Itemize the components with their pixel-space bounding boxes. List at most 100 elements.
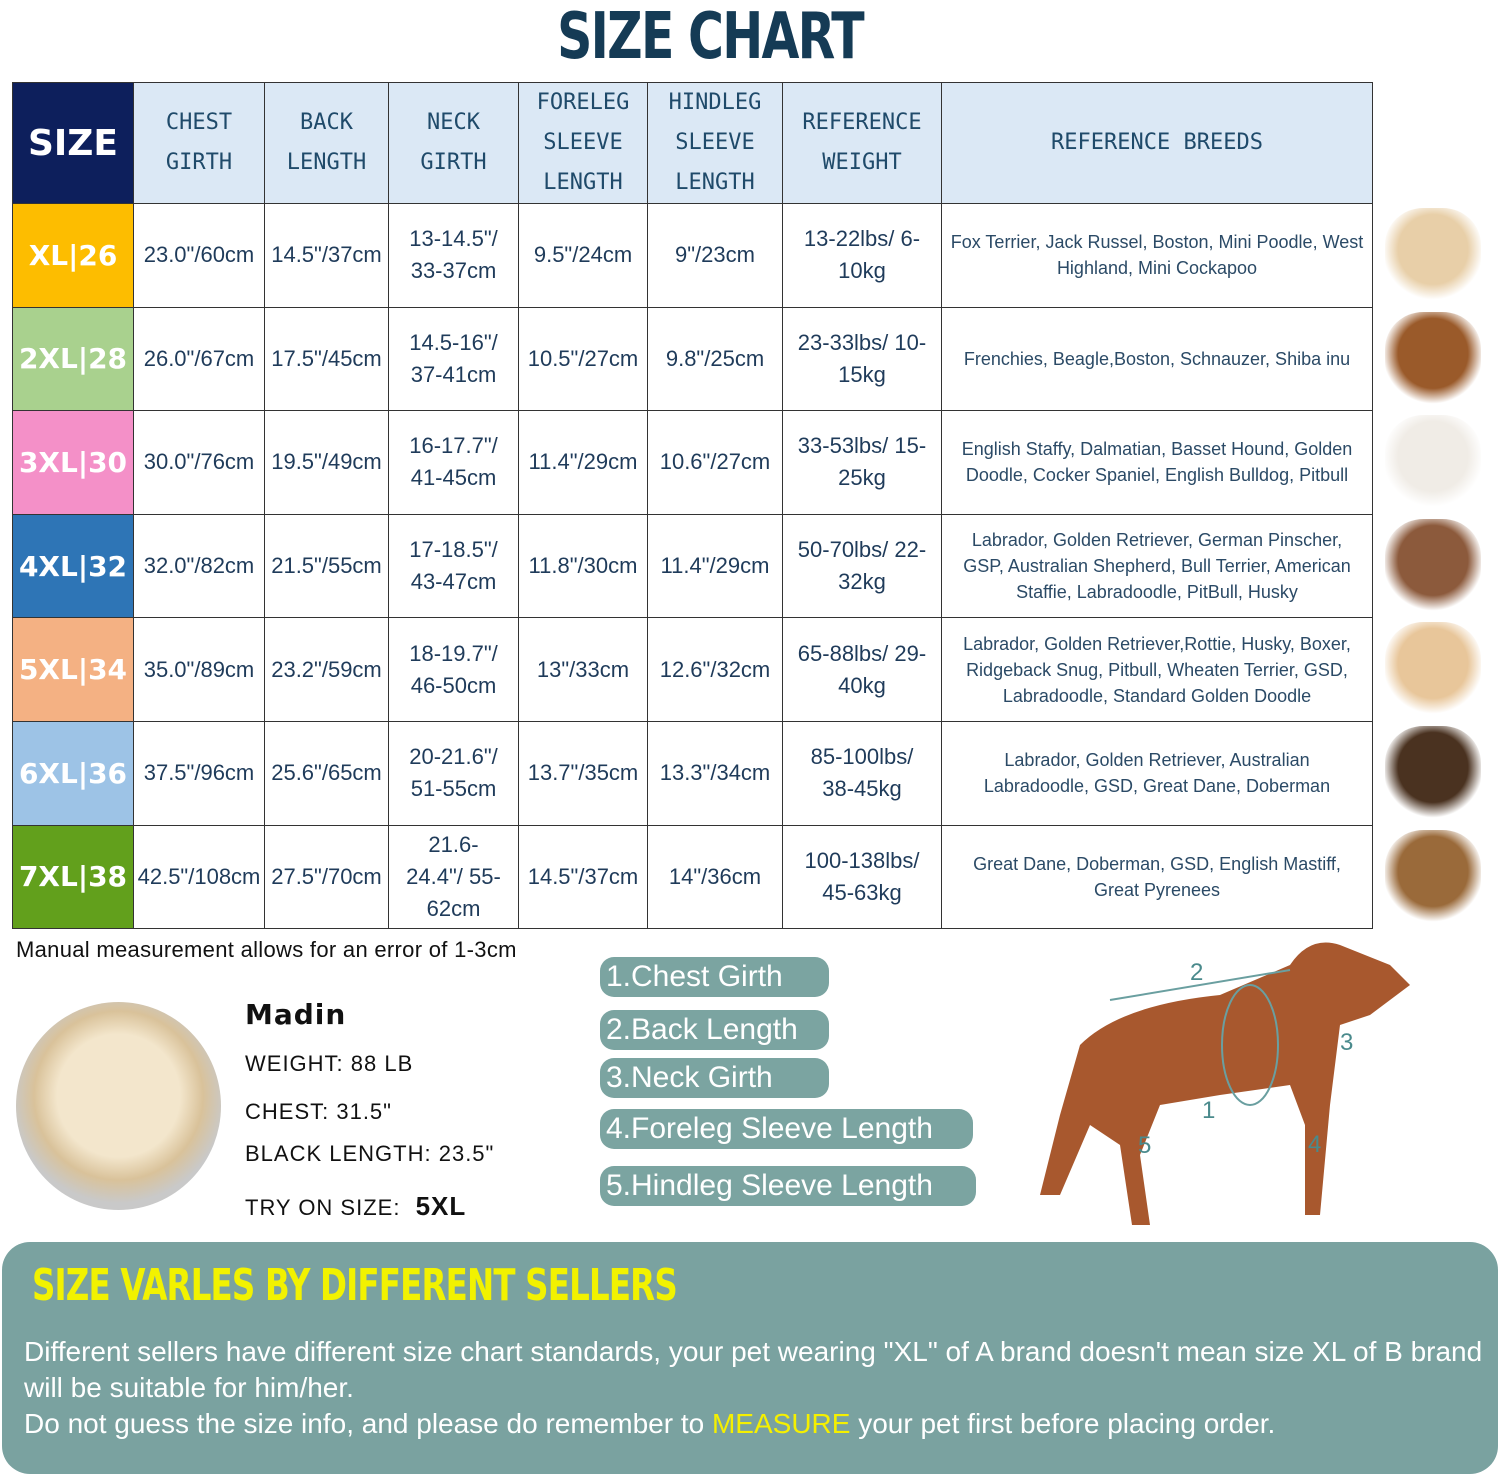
cell-neck: 21.6-24.4"/ 55-62cm	[388, 824, 519, 930]
header-reference-weight: REFERENCE WEIGHT	[782, 82, 942, 204]
cell-size: 7XL|38	[12, 824, 134, 930]
cell-neck: 13-14.5"/ 33-37cm	[388, 203, 519, 308]
cell-back: 14.5"/37cm	[264, 203, 389, 308]
page-title: SIZE CHART	[557, 0, 864, 74]
measure-foreleg-sleeve: 4.Foreleg Sleeve Length	[600, 1109, 973, 1149]
breed-dog-photo	[1385, 208, 1481, 300]
cell-weight: 85-100lbs/ 38-45kg	[782, 720, 942, 826]
dog-measurement-diagram: 2 3 1 4 5	[1040, 942, 1410, 1225]
measure-neck-girth: 3.Neck Girth	[600, 1058, 829, 1098]
example-dog-name: Madin	[245, 998, 347, 1031]
diagram-number-3: 3	[1340, 1029, 1353, 1056]
table-row: 6XL|36 37.5"/96cm 25.6"/65cm 20-21.6"/ 51-5…	[12, 720, 1373, 826]
cell-chest: 42.5"/108cm	[133, 824, 265, 930]
cell-foreleg: 11.8"/30cm	[518, 513, 648, 619]
breed-dog-photo	[1385, 622, 1481, 715]
cell-chest: 23.0"/60cm	[133, 203, 265, 308]
breed-dog-photo	[1385, 311, 1481, 404]
size-table: SIZE CHEST GIRTH BACK LENGTH NECK GIRTH FORE…	[12, 82, 1373, 930]
cell-chest: 26.0"/67cm	[133, 306, 265, 412]
panel-line-2: Do not guess the size info, and please d…	[24, 1408, 712, 1439]
cell-neck: 20-21.6"/ 51-55cm	[388, 720, 519, 826]
cell-chest: 35.0"/89cm	[133, 617, 265, 722]
cell-weight: 33-53lbs/ 15-25kg	[782, 410, 942, 515]
cell-foreleg: 9.5"/24cm	[518, 203, 648, 308]
cell-weight: 13-22lbs/ 6-10kg	[782, 203, 942, 308]
cell-breeds: Fox Terrier, Jack Russel, Boston, Mini P…	[941, 203, 1373, 308]
cell-hindleg: 14"/36cm	[647, 824, 783, 930]
cell-breeds: Labrador, Golden Retriever, German Pinsc…	[941, 513, 1373, 619]
example-chest: CHEST: 31.5"	[245, 1099, 392, 1124]
cell-breeds: Labrador, Golden Retriever,Rottie, Husky…	[941, 617, 1373, 722]
breed-dog-photo	[1385, 726, 1481, 818]
table-row: 2XL|28 26.0"/67cm 17.5"/45cm 14.5-16"/ 37-4…	[12, 306, 1373, 412]
cell-size: 3XL|30	[12, 410, 134, 515]
cell-weight: 100-138lbs/ 45-63kg	[782, 824, 942, 930]
table-row: 7XL|38 42.5"/108cm 27.5"/70cm 21.6-24.4"/ 5…	[12, 824, 1373, 930]
try-on-label: TRY ON SIZE:	[245, 1195, 401, 1220]
example-dog-photo	[16, 1002, 221, 1210]
cell-chest: 30.0"/76cm	[133, 410, 265, 515]
cell-breeds: Labrador, Golden Retriever, Australian L…	[941, 720, 1373, 826]
cell-weight: 23-33lbs/ 10-15kg	[782, 306, 942, 412]
cell-size: XL|26	[12, 203, 134, 308]
cell-foreleg: 13"/33cm	[518, 617, 648, 722]
cell-back: 21.5"/55cm	[264, 513, 389, 619]
example-weight: WEIGHT: 88 LB	[245, 1051, 414, 1076]
cell-size: 4XL|32	[12, 513, 134, 619]
header-reference-breeds: REFERENCE BREEDS	[941, 82, 1373, 204]
diagram-number-5: 5	[1138, 1132, 1151, 1159]
cell-neck: 17-18.5"/ 43-47cm	[388, 513, 519, 619]
cell-weight: 50-70lbs/ 22-32kg	[782, 513, 942, 619]
cell-size: 6XL|36	[12, 720, 134, 826]
cell-hindleg: 9.8"/25cm	[647, 306, 783, 412]
cell-back: 23.2"/59cm	[264, 617, 389, 722]
cell-chest: 32.0"/82cm	[133, 513, 265, 619]
cell-weight: 65-88lbs/ 29-40kg	[782, 617, 942, 722]
header-back-length: BACK LENGTH	[264, 82, 389, 204]
breed-dog-photo	[1385, 829, 1481, 922]
cell-neck: 18-19.7"/ 46-50cm	[388, 617, 519, 722]
header-size: SIZE	[12, 82, 134, 204]
cell-hindleg: 9"/23cm	[647, 203, 783, 308]
cell-hindleg: 12.6"/32cm	[647, 617, 783, 722]
cell-foreleg: 13.7"/35cm	[518, 720, 648, 826]
cell-breeds: English Staffy, Dalmatian, Basset Hound,…	[941, 410, 1373, 515]
seller-warning-panel: SIZE VARLES BY DIFFERENT SELLERS Differe…	[2, 1242, 1498, 1474]
cell-foreleg: 14.5"/37cm	[518, 824, 648, 930]
table-row: XL|26 23.0"/60cm 14.5"/37cm 13-14.5"/ 33-37…	[12, 203, 1373, 308]
cell-neck: 14.5-16"/ 37-41cm	[388, 306, 519, 412]
cell-back: 27.5"/70cm	[264, 824, 389, 930]
cell-back: 25.6"/65cm	[264, 720, 389, 826]
cell-back: 19.5"/49cm	[264, 410, 389, 515]
measure-chest-girth: 1.Chest Girth	[600, 957, 829, 997]
example-length: BLACK LENGTH: 23.5"	[245, 1141, 495, 1166]
measurement-note: Manual measurement allows for an error o…	[16, 937, 517, 962]
cell-chest: 37.5"/96cm	[133, 720, 265, 826]
diagram-number-4: 4	[1308, 1131, 1321, 1158]
measure-highlight: MEASURE	[711, 1408, 851, 1439]
diagram-number-2: 2	[1190, 959, 1203, 986]
cell-breeds: Great Dane, Doberman, GSD, English Masti…	[941, 824, 1373, 930]
try-on-size: 5XL	[415, 1191, 467, 1221]
cell-breeds: Frenchies, Beagle,Boston, Schnauzer, Shi…	[941, 306, 1373, 412]
cell-size: 2XL|28	[12, 306, 134, 412]
header-foreleg-sleeve-length: FORELEG SLEEVE LENGTH	[518, 82, 648, 204]
table-row: 3XL|30 30.0"/76cm 19.5"/49cm 16-17.7"/ 41-4…	[12, 410, 1373, 515]
header-neck-girth: NECK GIRTH	[388, 82, 519, 204]
cell-size: 5XL|34	[12, 617, 134, 722]
panel-line-1: Different sellers have different size ch…	[24, 1336, 1483, 1403]
breed-dog-photo	[1385, 415, 1481, 508]
breed-dog-photo	[1385, 518, 1481, 611]
table-row: 5XL|34 35.0"/89cm 23.2"/59cm 18-19.7"/ 46-5…	[12, 617, 1373, 722]
cell-hindleg: 11.4"/29cm	[647, 513, 783, 619]
panel-title: SIZE VARLES BY DIFFERENT SELLERS	[32, 1260, 678, 1311]
diagram-number-1: 1	[1202, 1097, 1215, 1124]
cell-hindleg: 13.3"/34cm	[647, 720, 783, 826]
header-hindleg-sleeve-length: HINDLEG SLEEVE LENGTH	[647, 82, 783, 204]
cell-back: 17.5"/45cm	[264, 306, 389, 412]
cell-neck: 16-17.7"/ 41-45cm	[388, 410, 519, 515]
cell-hindleg: 10.6"/27cm	[647, 410, 783, 515]
measure-back-length: 2.Back Length	[600, 1010, 829, 1050]
cell-foreleg: 11.4"/29cm	[518, 410, 648, 515]
